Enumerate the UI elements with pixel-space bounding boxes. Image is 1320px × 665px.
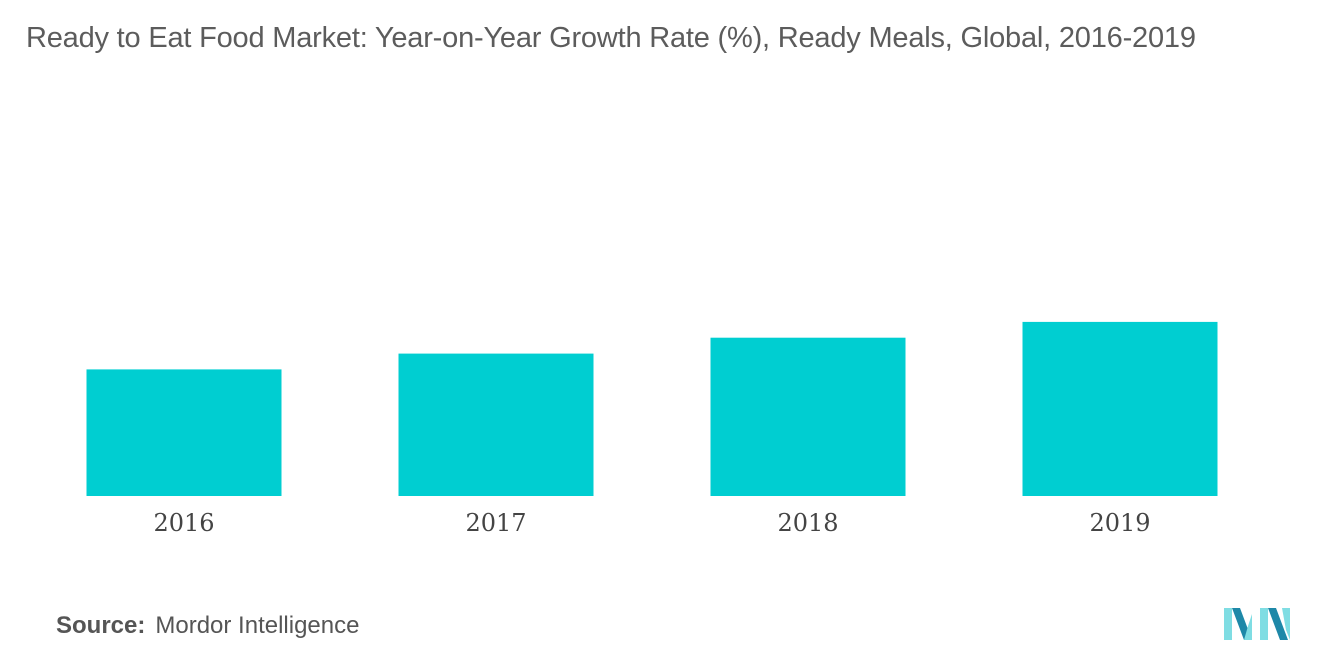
bar-2017 [398, 353, 594, 496]
source-label: Source: [56, 612, 146, 639]
logo-shape-1 [1224, 608, 1232, 640]
x-tick-label-2018: 2018 [777, 509, 838, 537]
bar-chart: 2016 2017 2018 2019 [86, 321, 1218, 537]
bar-2018 [710, 337, 906, 496]
x-tick-label-2017: 2017 [465, 509, 526, 537]
logo-shape-6 [1282, 608, 1290, 640]
mordor-logo-icon [1224, 608, 1290, 640]
chart-title: Ready to Eat Food Market: Year-on-Year G… [26, 22, 1196, 54]
bar-2016 [86, 369, 282, 496]
logo-shape-5 [1268, 608, 1288, 640]
source-value: Mordor Intelligence [155, 612, 360, 639]
source-line: Source: Mordor Intelligence [56, 612, 359, 640]
x-axis-ticks: 2016 2017 2018 2019 [153, 509, 1150, 537]
logo-shape-3 [1244, 614, 1252, 640]
bars-layer [86, 321, 1218, 496]
x-tick-label-2019: 2019 [1089, 509, 1150, 537]
x-tick-label-2016: 2016 [153, 509, 214, 537]
logo-shape-4 [1260, 608, 1268, 640]
bar-2019 [1022, 321, 1218, 496]
